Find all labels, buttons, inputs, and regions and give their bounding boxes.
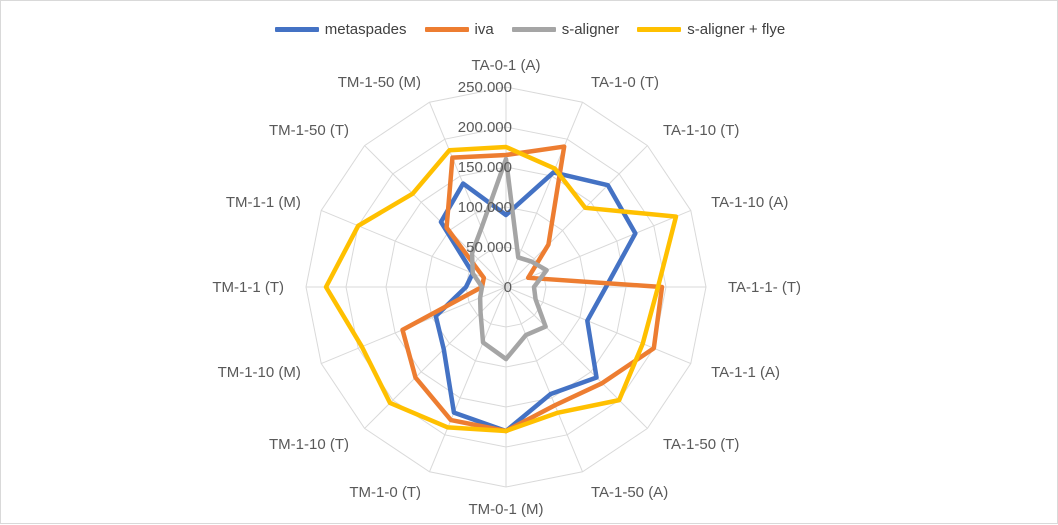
grid-spoke	[505, 210, 691, 288]
legend-label-s-aligner: s-aligner	[561, 21, 620, 38]
category-label: TM-0-1 (M)	[469, 501, 544, 518]
legend-item-s-aligner-flye: s-aligner + flye	[637, 21, 785, 38]
legend: metaspades iva s-aligner s-aligner + fly…	[1, 21, 1058, 38]
category-label: TM-1-10 (M)	[218, 364, 301, 381]
grid-spoke	[364, 286, 507, 429]
category-label: TM-1-50 (T)	[269, 122, 349, 139]
radial-tick-label: 0	[504, 279, 512, 296]
category-label: TA-0-1 (A)	[472, 57, 541, 74]
category-label: TA-1-50 (A)	[591, 484, 668, 501]
category-label: TA-1-0 (T)	[591, 74, 659, 91]
legend-item-iva: iva	[424, 21, 494, 38]
legend-label-iva: iva	[474, 21, 494, 38]
category-label: TA-1-50 (T)	[663, 436, 739, 453]
legend-label-metaspades: metaspades	[324, 21, 407, 38]
category-label: TM-1-1 (M)	[226, 194, 301, 211]
category-label: TM-1-0 (T)	[349, 484, 421, 501]
category-label: TA-1-1 (A)	[711, 364, 780, 381]
legend-item-metaspades: metaspades	[274, 21, 407, 38]
radial-tick-label: 250.000	[458, 79, 512, 96]
legend-swatch-metaspades	[274, 27, 319, 32]
category-label: TA-1-10 (T)	[663, 122, 739, 139]
grid-spoke	[505, 145, 648, 288]
category-label: TA-1-10 (A)	[711, 194, 788, 211]
grid-spoke	[505, 286, 583, 472]
series-s-aligner	[469, 156, 549, 362]
legend-item-s-aligner: s-aligner	[511, 21, 620, 38]
category-label: TM-1-1 (T)	[212, 279, 284, 296]
radial-tick-label: 50.000	[466, 239, 512, 256]
legend-swatch-s-aligner-flye	[637, 27, 682, 32]
grid-spoke	[364, 145, 507, 288]
category-label: TM-1-10 (T)	[269, 436, 349, 453]
grid-spoke	[429, 102, 507, 288]
grid-spoke	[429, 286, 507, 472]
legend-label-s-aligner-flye: s-aligner + flye	[687, 21, 786, 38]
radial-tick-label: 100.000	[458, 199, 512, 216]
category-label: TA-1-1- (T)	[728, 279, 801, 296]
category-label: TM-1-50 (M)	[338, 74, 421, 91]
legend-swatch-s-aligner	[511, 27, 556, 32]
radial-tick-label: 200.000	[458, 119, 512, 136]
series-s-aligner-flye	[323, 144, 679, 434]
legend-swatch-iva	[424, 27, 469, 32]
radial-tick-label: 150.000	[458, 159, 512, 176]
grid-spoke	[505, 286, 648, 429]
